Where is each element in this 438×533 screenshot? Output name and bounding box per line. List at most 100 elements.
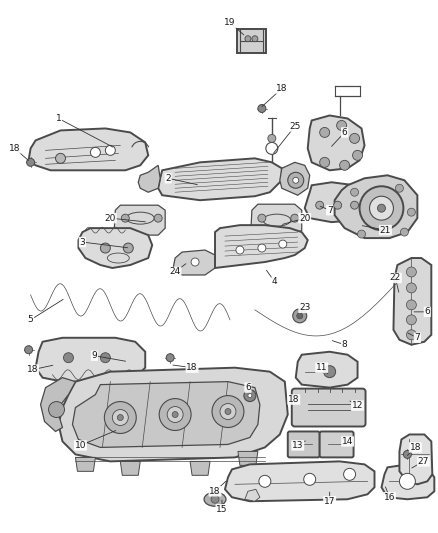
Circle shape [400, 228, 408, 236]
Polygon shape [75, 457, 95, 471]
Circle shape [320, 127, 330, 138]
Text: 12: 12 [352, 401, 363, 410]
Text: 24: 24 [170, 268, 181, 277]
Text: 6: 6 [245, 383, 251, 392]
Polygon shape [225, 462, 374, 501]
Text: 18: 18 [209, 487, 221, 496]
Polygon shape [280, 163, 310, 195]
Text: 27: 27 [418, 457, 429, 466]
FancyBboxPatch shape [292, 389, 366, 426]
Text: 5: 5 [28, 316, 33, 324]
Circle shape [172, 411, 178, 417]
Text: 23: 23 [299, 303, 311, 312]
Circle shape [248, 393, 252, 398]
Polygon shape [393, 258, 431, 345]
Polygon shape [251, 204, 302, 236]
Circle shape [406, 330, 417, 340]
Text: 21: 21 [380, 225, 391, 235]
Text: 11: 11 [316, 363, 328, 372]
Circle shape [117, 415, 124, 421]
Circle shape [350, 188, 359, 196]
Circle shape [124, 243, 133, 253]
Text: 4: 4 [272, 278, 278, 286]
Circle shape [370, 196, 393, 220]
Text: 17: 17 [324, 497, 336, 506]
Polygon shape [138, 165, 160, 192]
Circle shape [220, 403, 236, 419]
Circle shape [378, 204, 385, 212]
Polygon shape [158, 158, 282, 200]
Polygon shape [399, 434, 432, 484]
Text: 10: 10 [75, 441, 86, 450]
Text: 1: 1 [56, 114, 61, 123]
Text: 9: 9 [92, 351, 97, 360]
Circle shape [166, 354, 174, 362]
Circle shape [406, 267, 417, 277]
Circle shape [258, 214, 266, 222]
Polygon shape [238, 451, 258, 465]
Text: 7: 7 [414, 333, 420, 342]
Polygon shape [237, 29, 266, 53]
Polygon shape [72, 382, 260, 447]
Polygon shape [245, 489, 260, 501]
Circle shape [121, 214, 129, 222]
Polygon shape [308, 116, 364, 171]
Circle shape [357, 230, 366, 238]
Circle shape [350, 201, 359, 209]
Circle shape [293, 309, 307, 323]
Polygon shape [59, 368, 288, 462]
Text: 18: 18 [288, 395, 300, 404]
Text: 18: 18 [410, 443, 421, 452]
Text: 7: 7 [327, 206, 332, 215]
Circle shape [225, 409, 231, 415]
Circle shape [343, 469, 356, 480]
Circle shape [90, 148, 100, 157]
Circle shape [294, 310, 306, 322]
Text: 3: 3 [80, 238, 85, 247]
Polygon shape [173, 250, 215, 275]
Circle shape [360, 186, 403, 230]
Text: 13: 13 [292, 441, 304, 450]
FancyBboxPatch shape [288, 432, 320, 457]
Circle shape [403, 450, 411, 458]
Text: 20: 20 [299, 214, 311, 223]
Circle shape [159, 399, 191, 431]
Circle shape [320, 157, 330, 167]
Circle shape [211, 495, 219, 503]
Polygon shape [78, 228, 152, 268]
Polygon shape [120, 462, 140, 475]
Circle shape [154, 214, 162, 222]
Circle shape [100, 243, 110, 253]
Text: 6: 6 [342, 128, 347, 137]
Circle shape [396, 184, 403, 192]
Circle shape [258, 104, 266, 112]
Text: 18: 18 [27, 365, 39, 374]
Circle shape [334, 201, 342, 209]
FancyBboxPatch shape [320, 432, 353, 457]
Circle shape [167, 407, 183, 423]
Circle shape [266, 142, 278, 155]
Circle shape [316, 201, 324, 209]
Polygon shape [335, 175, 417, 238]
Circle shape [64, 353, 74, 362]
Circle shape [268, 134, 276, 142]
Text: 18: 18 [276, 84, 288, 93]
Circle shape [337, 120, 346, 131]
Circle shape [191, 258, 199, 266]
Text: 15: 15 [216, 505, 228, 514]
Circle shape [245, 36, 251, 42]
Polygon shape [35, 338, 145, 382]
Circle shape [252, 36, 258, 42]
Text: 6: 6 [424, 308, 430, 317]
Circle shape [104, 401, 136, 433]
Text: 14: 14 [342, 437, 353, 446]
Text: 18: 18 [9, 144, 21, 153]
Circle shape [288, 172, 304, 188]
Polygon shape [381, 464, 434, 499]
Text: 16: 16 [384, 493, 395, 502]
Circle shape [291, 214, 299, 222]
Circle shape [353, 150, 363, 160]
Circle shape [406, 300, 417, 310]
Circle shape [350, 133, 360, 143]
Ellipse shape [204, 492, 226, 506]
